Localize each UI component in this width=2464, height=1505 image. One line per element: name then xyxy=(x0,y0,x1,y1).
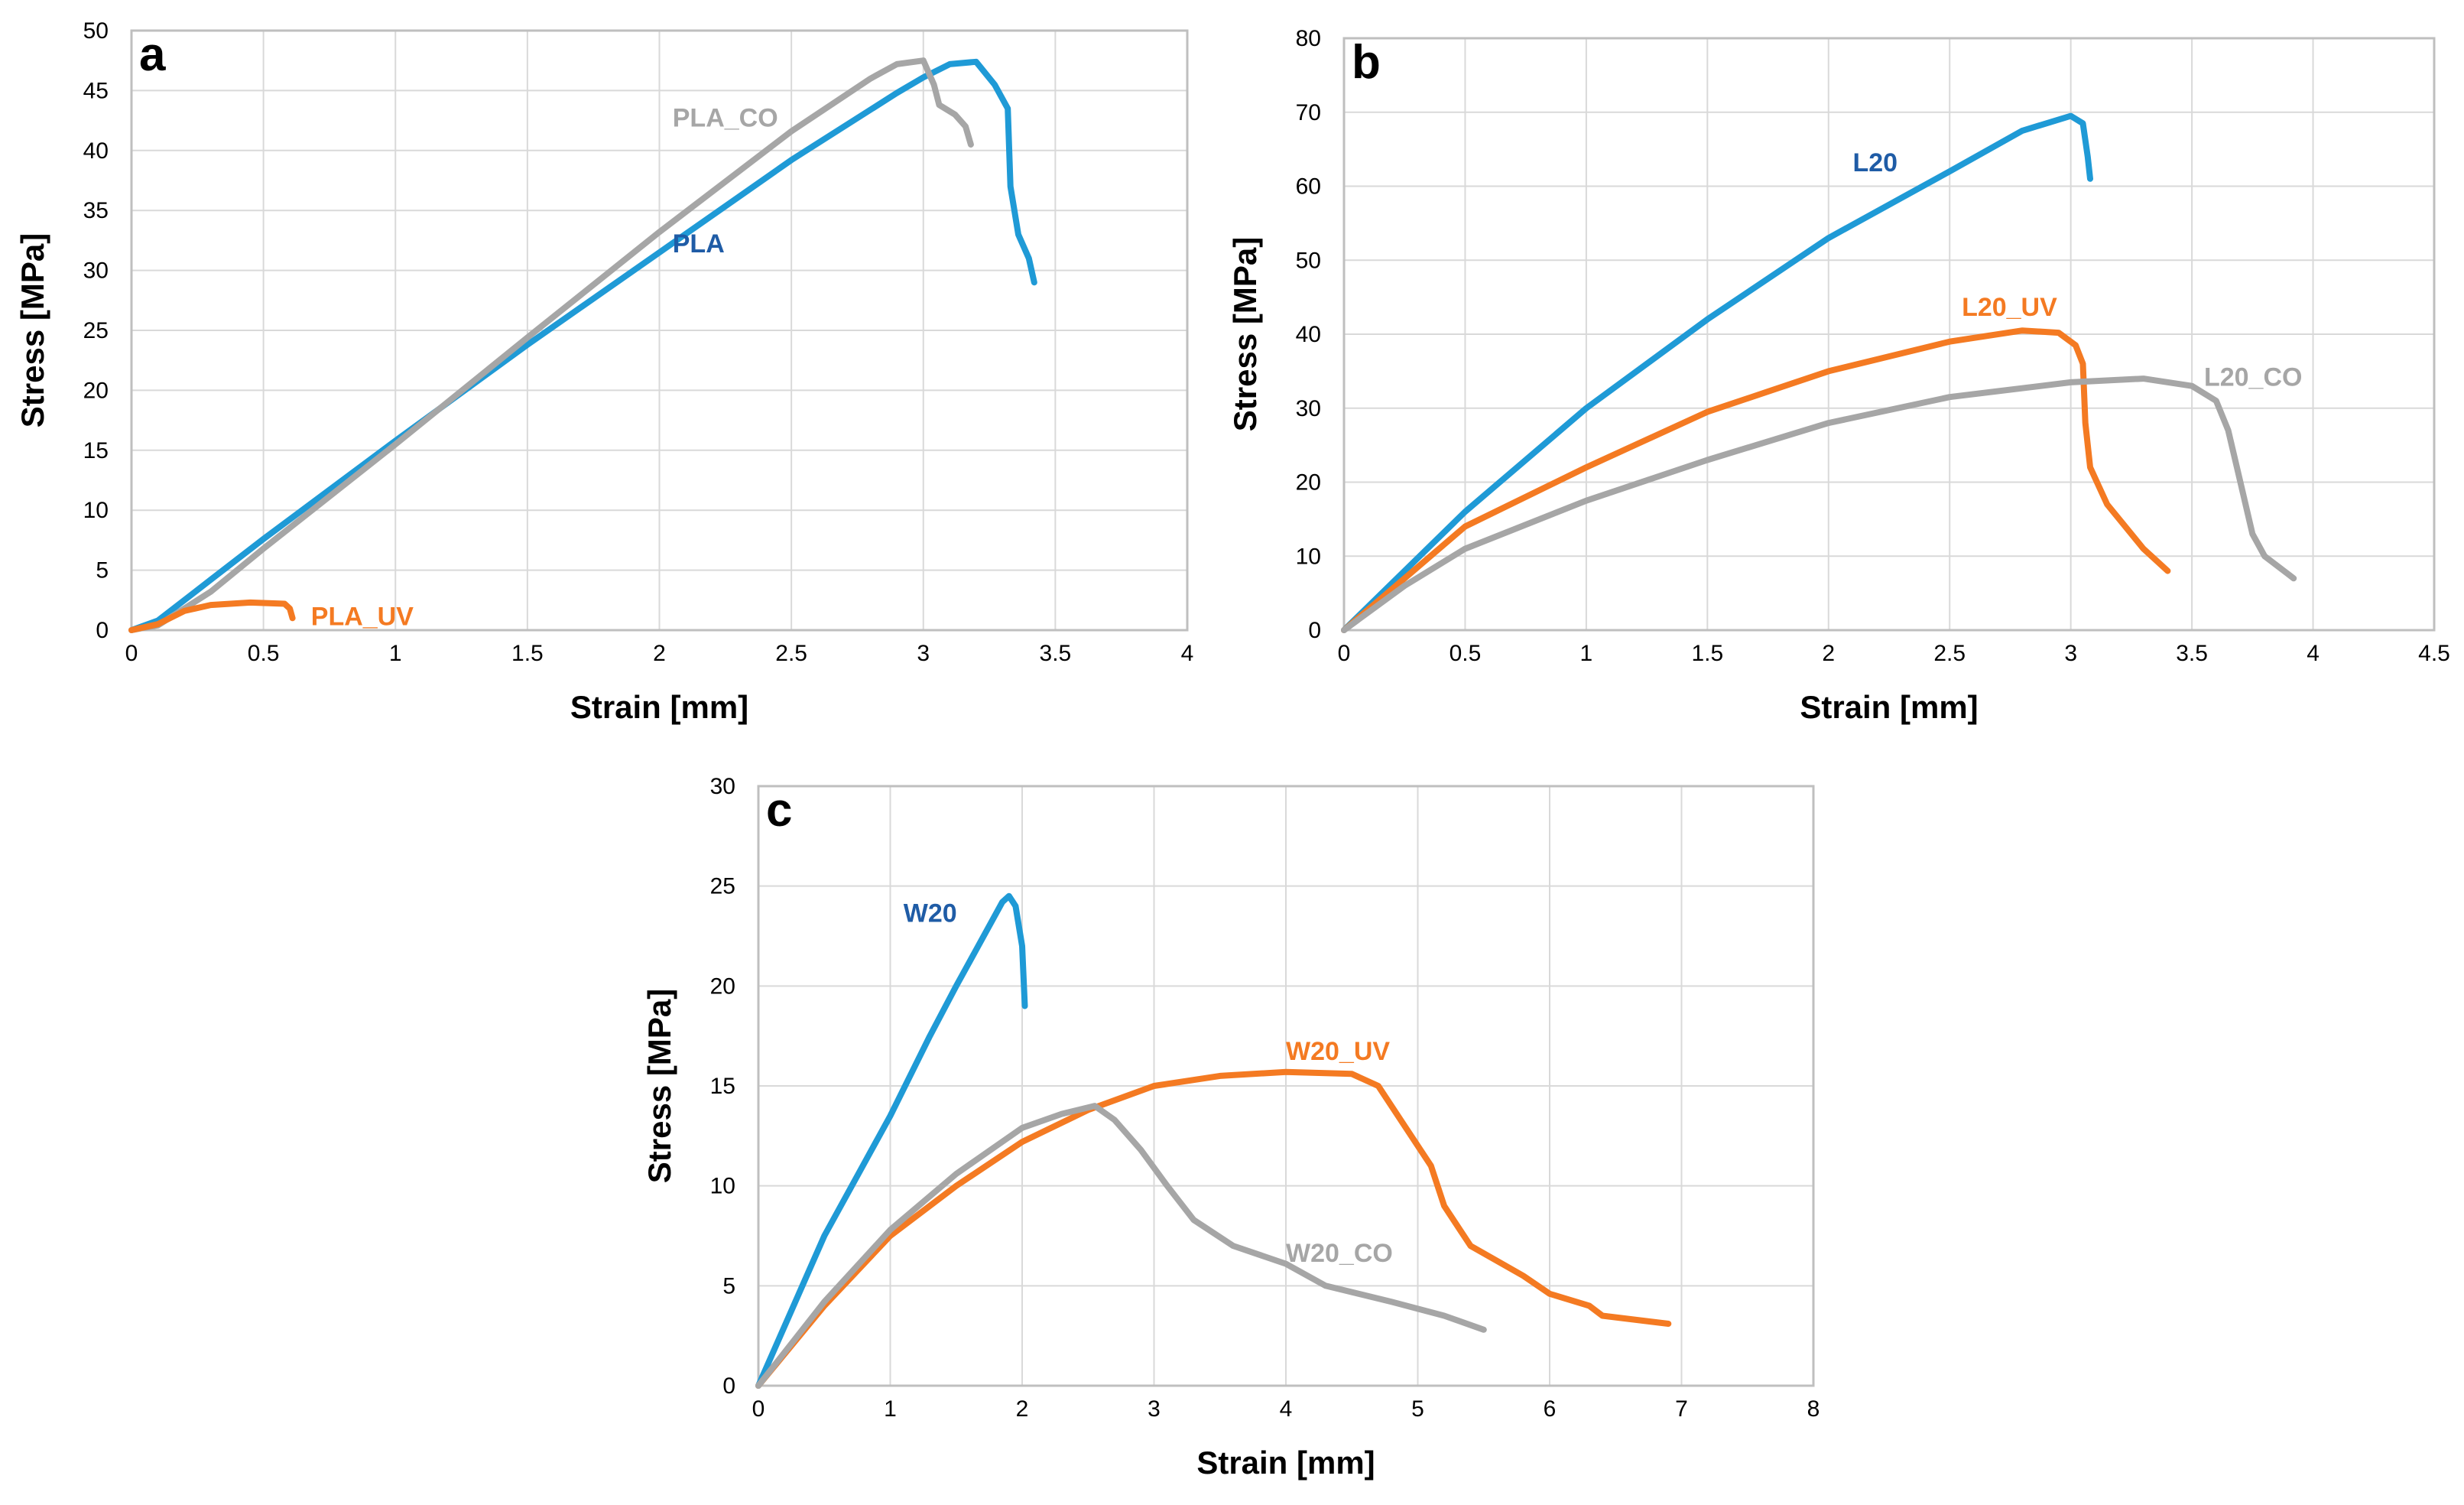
series-label-l20: L20 xyxy=(1852,148,1898,177)
x-tick-label: 4 xyxy=(1280,1396,1293,1422)
x-tick-label: 3 xyxy=(917,641,930,666)
y-axis-title: Stress [MPa] xyxy=(641,989,677,1183)
plot-area-frame xyxy=(757,785,1815,1387)
x-tick-label: 3.5 xyxy=(2176,641,2208,666)
x-tick-label: 2.5 xyxy=(775,641,807,666)
y-tick-label: 50 xyxy=(83,18,109,44)
y-tick-label: 5 xyxy=(96,558,109,583)
series-label-pla-uv: PLA_UV xyxy=(311,603,414,632)
y-tick-label: 20 xyxy=(83,378,109,403)
series-label-l20-uv: L20_UV xyxy=(1962,293,2057,322)
x-tick-label: 3 xyxy=(2064,641,2077,666)
x-axis-title: Strain [mm] xyxy=(1800,689,1978,725)
y-tick-label: 25 xyxy=(83,318,109,343)
y-tick-label: 20 xyxy=(1296,470,1321,496)
x-tick-label: 8 xyxy=(1807,1396,1820,1422)
series-line-pla-co xyxy=(128,57,974,633)
y-tick-label: 15 xyxy=(710,1074,735,1099)
series-label-pla-co: PLA_CO xyxy=(673,103,778,132)
x-tick-label: 2 xyxy=(1822,641,1835,666)
x-tick-label: 1.5 xyxy=(511,641,544,666)
y-tick-label: 40 xyxy=(83,138,109,164)
x-tick-label: 2 xyxy=(1016,1396,1029,1422)
x-axis-title: Strain [mm] xyxy=(1196,1445,1375,1481)
series-label-pla: PLA xyxy=(673,229,725,258)
y-tick-label: 35 xyxy=(83,198,109,223)
y-tick-label: 70 xyxy=(1296,100,1321,125)
x-tick-label: 4.5 xyxy=(2418,641,2450,666)
series-line-pla-uv xyxy=(128,599,296,633)
x-tick-label: 3 xyxy=(1148,1396,1161,1422)
x-tick-label: 2 xyxy=(653,641,666,666)
y-tick-label: 5 xyxy=(722,1273,735,1299)
series-line-l20 xyxy=(1341,112,2093,633)
y-tick-label: 40 xyxy=(1296,322,1321,347)
x-tick-label: 4 xyxy=(1181,641,1194,666)
series-line-l20-co xyxy=(1341,375,2297,633)
series-label-l20-co: L20_CO xyxy=(2204,363,2303,392)
chart-panel-c: 0 1 2 3 4 5 6 7 8 0 5 10 15 20 25 30 Strain [mm] Stress [… xyxy=(641,774,1820,1481)
series-line-w20 xyxy=(755,892,1028,1389)
y-tick-label: 10 xyxy=(83,498,109,523)
y-tick-label: 50 xyxy=(1296,248,1321,273)
x-tick-label: 5 xyxy=(1411,1396,1424,1422)
y-tick-label: 0 xyxy=(1308,618,1321,643)
y-tick-label: 10 xyxy=(710,1174,735,1199)
x-tick-label: 4 xyxy=(2307,641,2320,666)
y-tick-label: 30 xyxy=(1296,396,1321,421)
series-label-w20-uv: W20_UV xyxy=(1286,1037,1390,1066)
y-axis-title: Stress [MPa] xyxy=(1227,237,1263,431)
panel-letter: c xyxy=(766,784,792,837)
y-tick-label: 30 xyxy=(710,774,735,799)
x-axis-title: Strain [mm] xyxy=(570,689,748,725)
y-tick-label: 20 xyxy=(710,974,735,999)
x-tick-label: 1 xyxy=(884,1396,897,1422)
y-tick-label: 0 xyxy=(96,618,109,643)
y-axis-title: Stress [MPa] xyxy=(15,233,50,427)
plot-area-frame xyxy=(1342,37,2436,632)
panel-letter: a xyxy=(139,28,166,81)
series-label-w20-co: W20_CO xyxy=(1286,1239,1393,1268)
x-tick-label: 0 xyxy=(1338,641,1351,666)
x-tick-label: 2.5 xyxy=(1933,641,1966,666)
y-tick-label: 30 xyxy=(83,258,109,284)
y-tick-label: 45 xyxy=(83,78,109,103)
y-tick-label: 80 xyxy=(1296,26,1321,51)
y-tick-label: 15 xyxy=(83,438,109,463)
y-tick-label: 25 xyxy=(710,874,735,899)
x-tick-label: 1 xyxy=(389,641,402,666)
x-tick-label: 1 xyxy=(1580,641,1593,666)
series-label-w20: W20 xyxy=(904,899,957,928)
series-line-pla xyxy=(128,58,1037,633)
x-tick-label: 0.5 xyxy=(248,641,280,666)
panel-letter: b xyxy=(1352,36,1381,89)
x-tick-label: 7 xyxy=(1675,1396,1688,1422)
x-tick-label: 6 xyxy=(1544,1396,1557,1422)
y-tick-label: 60 xyxy=(1296,174,1321,200)
x-tick-label: 0 xyxy=(752,1396,765,1422)
chart-panel-b: 0 0.5 1 1.5 2 2.5 3 3.5 4 4.5 0 10 20 30 40 50 60 70 80 Str… xyxy=(1227,26,2450,725)
series-line-l20-uv xyxy=(1341,327,2171,633)
y-tick-label: 10 xyxy=(1296,544,1321,569)
y-tick-label: 0 xyxy=(722,1373,735,1399)
x-tick-label: 0 xyxy=(125,641,138,666)
chart-panel-a: 0 0.5 1 1.5 2 2.5 3 3.5 405101520253035404550Str… xyxy=(15,18,1193,725)
series-line-w20-uv xyxy=(755,1068,1672,1389)
x-tick-label: 3.5 xyxy=(1040,641,1072,666)
x-tick-label: 0.5 xyxy=(1450,641,1482,666)
plot-area-frame xyxy=(130,29,1189,632)
series-line-w20-co xyxy=(755,1103,1487,1389)
x-tick-label: 1.5 xyxy=(1691,641,1723,666)
